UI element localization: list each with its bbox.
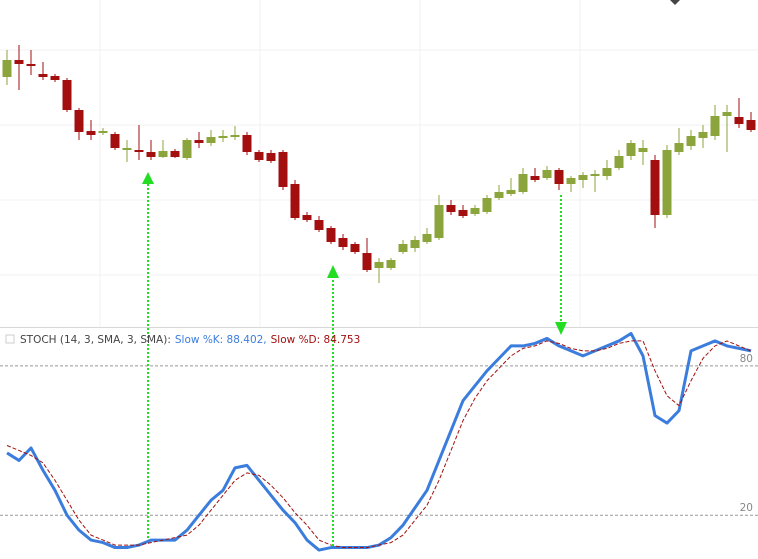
- y-tick-label: 20: [740, 502, 753, 514]
- candle-body: [386, 260, 396, 268]
- candle-body: [146, 152, 156, 157]
- candle-body: [182, 140, 192, 158]
- candle-body: [266, 153, 276, 161]
- candle-body: [26, 64, 36, 66]
- legend-entry: Slow %D: 84.753: [271, 334, 361, 346]
- candle-body: [614, 156, 624, 168]
- candle-body: [590, 174, 600, 176]
- candle-body: [110, 134, 120, 148]
- candle-body: [170, 151, 180, 157]
- candle-body: [134, 150, 144, 152]
- candle-body: [14, 60, 24, 64]
- candle-body: [602, 168, 612, 176]
- candle-body: [566, 178, 576, 184]
- candle-body: [578, 175, 588, 180]
- candle-body: [254, 152, 264, 160]
- candle-body: [86, 131, 96, 135]
- candle-body: [362, 253, 372, 270]
- candle-body: [242, 135, 252, 152]
- candle-body: [38, 74, 48, 77]
- candle-body: [50, 76, 60, 80]
- candle-body: [314, 220, 324, 230]
- candle-body: [482, 198, 492, 212]
- candle-body: [446, 205, 456, 212]
- candle-body: [494, 192, 504, 198]
- candle-body: [734, 117, 744, 124]
- indicator-label: STOCH (14, 3, SMA, 3, SMA):: [20, 334, 171, 346]
- candle-body: [686, 136, 696, 146]
- candle-body: [746, 120, 756, 130]
- candle-body: [530, 176, 540, 180]
- candle-body: [554, 170, 564, 184]
- candle-body: [158, 151, 168, 157]
- candle-body: [122, 148, 132, 150]
- candle-body: [326, 228, 336, 242]
- candle-body: [62, 80, 72, 110]
- candle-body: [74, 110, 84, 132]
- candle-body: [458, 210, 468, 216]
- indicator-icon: [5, 334, 15, 344]
- candle-body: [230, 135, 240, 137]
- candle-body: [302, 215, 312, 220]
- annotations: [147, 182, 562, 546]
- candle-body: [710, 116, 720, 136]
- candle-body: [218, 136, 228, 138]
- candle-body: [338, 238, 348, 247]
- series-line: [6, 340, 752, 549]
- candle-body: [626, 143, 636, 156]
- candle-body: [194, 140, 204, 143]
- candle-body: [518, 174, 528, 192]
- arrow-head: [327, 265, 339, 278]
- candle-body: [542, 170, 552, 178]
- menu-caret: [670, 0, 680, 5]
- candle-body: [398, 244, 408, 252]
- arrow-head: [142, 172, 154, 184]
- candle-body: [650, 160, 660, 215]
- candle-body: [674, 143, 684, 152]
- candle-body: [350, 244, 360, 252]
- candle-body: [206, 137, 216, 143]
- candle-body: [410, 240, 420, 248]
- candle-body: [2, 60, 12, 77]
- candle-body: [722, 112, 732, 116]
- y-tick-label: 80: [740, 353, 753, 365]
- candle-body: [434, 205, 444, 238]
- candle-body: [470, 208, 480, 214]
- candle-body: [506, 190, 516, 194]
- candle-body: [290, 184, 300, 218]
- candle-body: [98, 131, 108, 133]
- candle-body: [422, 234, 432, 242]
- legend-entry: Slow %K: 88.402,: [175, 334, 267, 346]
- arrow-head: [555, 322, 567, 335]
- candle-body: [278, 152, 288, 187]
- candle-body: [374, 262, 384, 268]
- candle-body: [638, 148, 648, 152]
- candle-body: [698, 132, 708, 138]
- candle-body: [662, 150, 672, 215]
